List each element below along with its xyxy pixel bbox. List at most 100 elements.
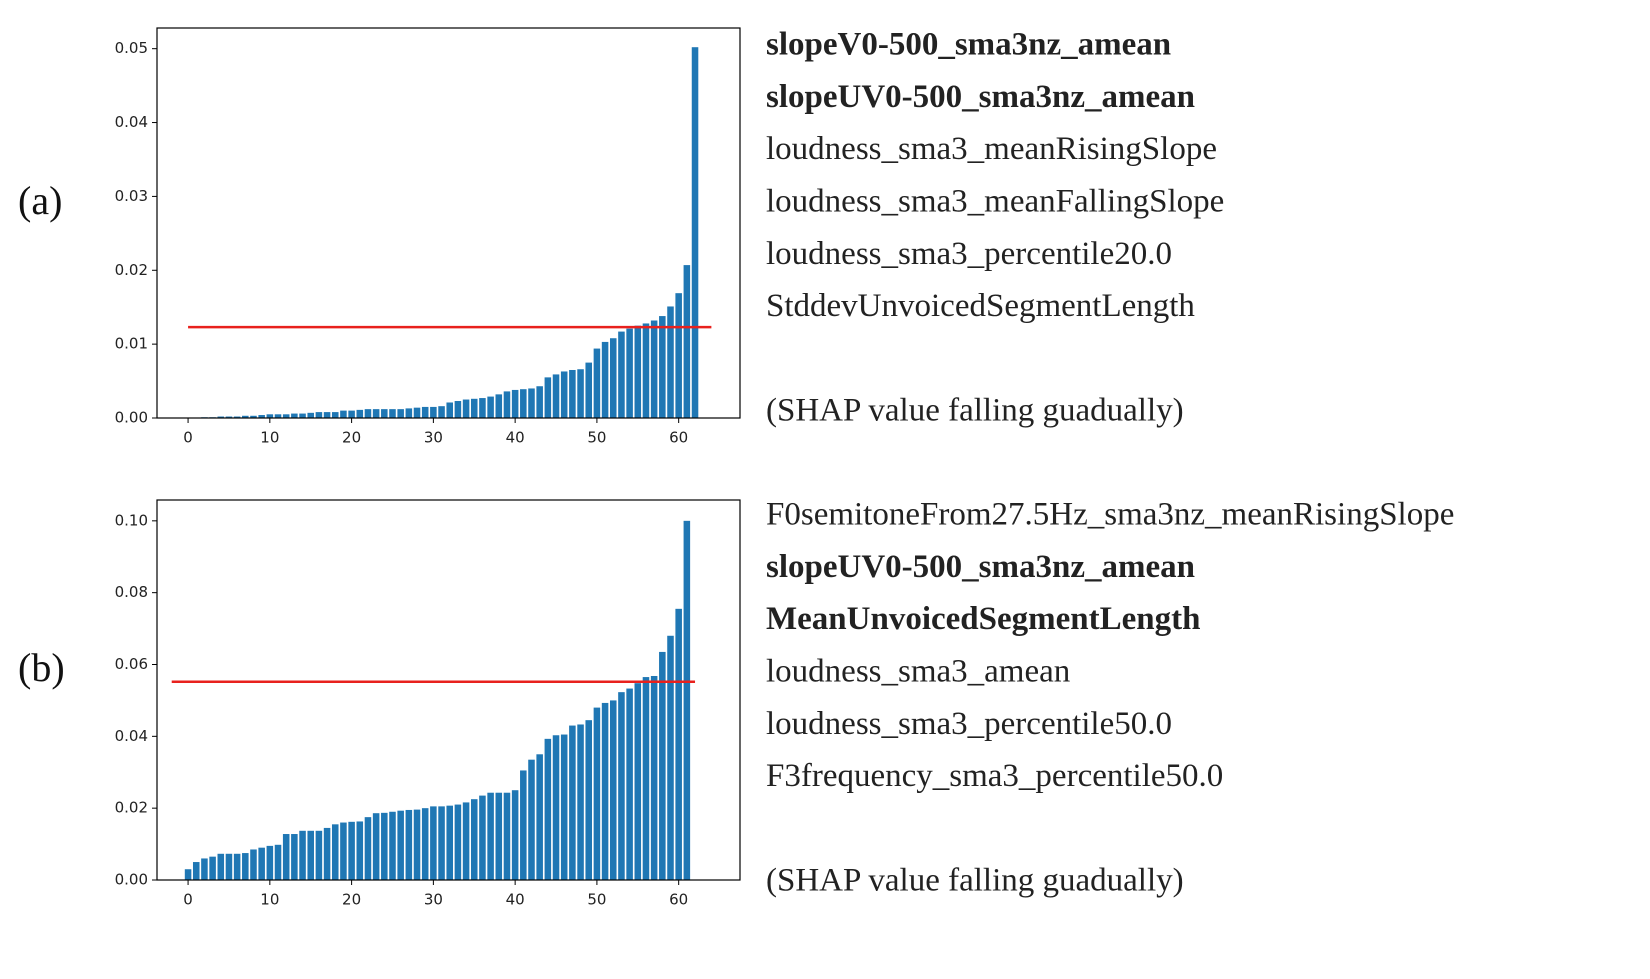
feature-name: loudness_sma3_meanFallingSlope — [766, 183, 1224, 219]
bar — [585, 720, 593, 880]
bar — [667, 635, 674, 880]
bar — [454, 804, 462, 880]
x-tick-label: 20 — [342, 891, 361, 909]
y-tick-label: 0.04 — [115, 727, 148, 745]
bar — [331, 412, 339, 418]
x-tick-label: 10 — [260, 891, 279, 909]
bar — [503, 792, 511, 880]
bar — [331, 824, 339, 880]
bar — [618, 692, 625, 880]
bar — [340, 410, 347, 418]
bar — [675, 293, 682, 418]
bar — [626, 328, 633, 418]
y-tick-label: 0.00 — [115, 409, 148, 427]
bar — [356, 821, 364, 880]
bar — [348, 410, 355, 418]
bar — [356, 409, 364, 418]
bar — [372, 813, 380, 880]
bar — [389, 811, 396, 880]
bar — [495, 394, 503, 418]
bar — [520, 770, 527, 880]
bar — [233, 853, 241, 880]
bar — [552, 735, 560, 880]
bar — [642, 677, 650, 880]
bar — [667, 306, 674, 418]
bar — [340, 822, 347, 880]
feature-name: slopeUV0-500_sma3nz_amean — [766, 79, 1195, 115]
bar — [495, 792, 503, 880]
bar — [291, 413, 298, 418]
y-tick-label: 0.10 — [115, 511, 148, 529]
x-tick-label: 50 — [587, 429, 606, 447]
bar — [242, 415, 249, 418]
bar — [528, 388, 535, 418]
x-tick-label: 10 — [260, 429, 279, 447]
bar — [479, 398, 486, 418]
bar — [184, 869, 192, 880]
bar — [585, 362, 593, 418]
y-tick-label: 0.01 — [115, 335, 148, 353]
bar — [307, 412, 314, 418]
bar — [291, 834, 298, 880]
bar — [675, 608, 682, 880]
y-tick-label: 0.08 — [115, 583, 148, 601]
y-tick-label: 0.03 — [115, 187, 148, 205]
bar — [258, 415, 265, 418]
bar — [438, 406, 445, 418]
feature-name: StddevUnvoicedSegmentLength — [766, 288, 1195, 324]
bar — [683, 265, 691, 418]
bar — [225, 416, 233, 418]
bar — [217, 853, 225, 880]
x-tick-label: 60 — [669, 429, 688, 447]
bar — [421, 808, 429, 880]
x-tick-label: 30 — [424, 891, 443, 909]
bar — [364, 817, 372, 880]
feature-name: loudness_sma3_percentile50.0 — [766, 706, 1172, 742]
axes-frame — [156, 499, 741, 881]
bar — [634, 325, 642, 418]
bar — [315, 830, 323, 880]
bar — [593, 707, 601, 880]
x-tick-label: 60 — [669, 891, 688, 909]
bar — [552, 374, 560, 418]
bar — [618, 331, 625, 418]
bar — [683, 520, 691, 880]
bar — [209, 856, 216, 880]
bar — [413, 407, 421, 418]
x-tick-label: 50 — [587, 891, 606, 909]
bar — [520, 389, 527, 418]
bar — [266, 845, 274, 880]
bar — [659, 651, 666, 880]
bar — [511, 790, 519, 880]
bar — [609, 338, 617, 418]
x-tick-label: 30 — [424, 429, 443, 447]
bar — [462, 802, 470, 880]
bar — [569, 725, 576, 880]
bar — [659, 316, 666, 418]
bar — [201, 858, 208, 880]
bar — [299, 413, 306, 418]
bar — [446, 402, 453, 418]
feature-name: loudness_sma3_percentile20.0 — [766, 236, 1172, 272]
bar — [397, 810, 404, 880]
bar — [479, 795, 486, 880]
bar — [397, 409, 404, 418]
bar — [593, 348, 601, 418]
bar — [601, 341, 609, 418]
x-tick-label: 0 — [183, 891, 193, 909]
bar — [487, 396, 494, 418]
y-tick-label: 0.02 — [115, 261, 148, 279]
bar — [536, 386, 543, 418]
note: (SHAP value falling guadually) — [766, 393, 1184, 429]
bar — [282, 834, 290, 880]
bar — [601, 702, 609, 880]
bar — [389, 409, 396, 418]
y-tick-label: 0.05 — [115, 39, 148, 57]
bar — [577, 724, 584, 880]
bar — [691, 47, 699, 419]
bar — [650, 320, 658, 418]
bar — [225, 853, 233, 880]
feature-name: slopeUV0-500_sma3nz_amean — [766, 549, 1195, 585]
y-tick-label: 0.00 — [115, 871, 148, 889]
